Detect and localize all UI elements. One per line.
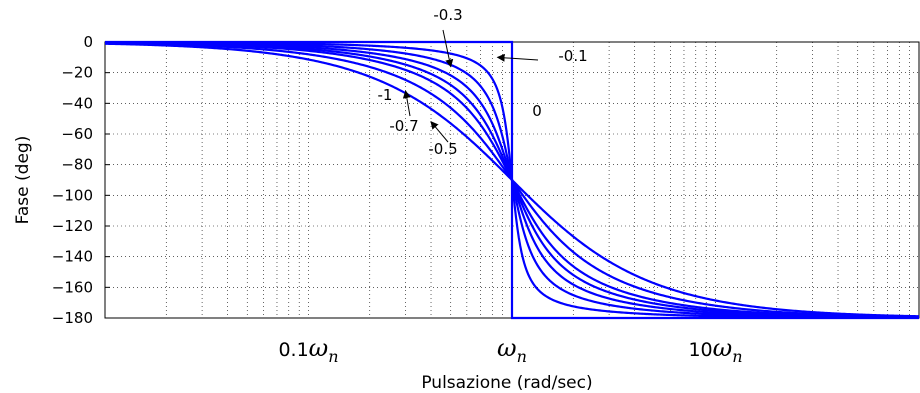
x-axis-label: Pulsazione (rad/sec) [421, 373, 592, 393]
y-ticks: 0 −20 −40 −60 −80 −100 −120 −140 −160 −180 [52, 33, 110, 327]
annotation-arrow [430, 120, 449, 143]
series-line-zeta-extra [104, 41, 920, 319]
y-tick-label: 0 [83, 33, 93, 51]
annotation-arrow [496, 53, 539, 62]
annotations: -0.3 -0.1 0 -1 -0.7 -0.5 [378, 6, 588, 158]
annotation-label: -0.7 [389, 117, 418, 135]
y-tick-label: −120 [52, 217, 93, 235]
y-axis-label: Fase (deg) [13, 136, 33, 225]
y-tick-label: −100 [52, 186, 93, 204]
annotation-label: -0.1 [558, 47, 587, 65]
y-tick-label: −160 [52, 278, 93, 296]
annotation-label: -1 [378, 86, 393, 104]
annotation-label: -0.3 [433, 6, 462, 24]
y-tick-label: −20 [61, 64, 93, 82]
y-tick-label: −60 [61, 125, 93, 143]
y-tick-label: −80 [61, 156, 93, 174]
y-tick-label: −180 [52, 309, 93, 327]
annotation-arrow [402, 90, 411, 117]
y-tick-label: −140 [52, 248, 93, 266]
x-tick-label: 10ωn [688, 334, 742, 366]
x-ticks: 0.1ωn ωn 10ωn [278, 334, 742, 366]
annotation-label: 0 [532, 102, 542, 120]
annotation-label: -0.5 [428, 140, 457, 158]
x-tick-label: ωn [497, 334, 527, 366]
series-curves [104, 40, 920, 320]
x-tick-label: 0.1ωn [278, 334, 338, 366]
annotation-arrow [442, 29, 454, 68]
y-tick-label: −40 [61, 94, 93, 112]
